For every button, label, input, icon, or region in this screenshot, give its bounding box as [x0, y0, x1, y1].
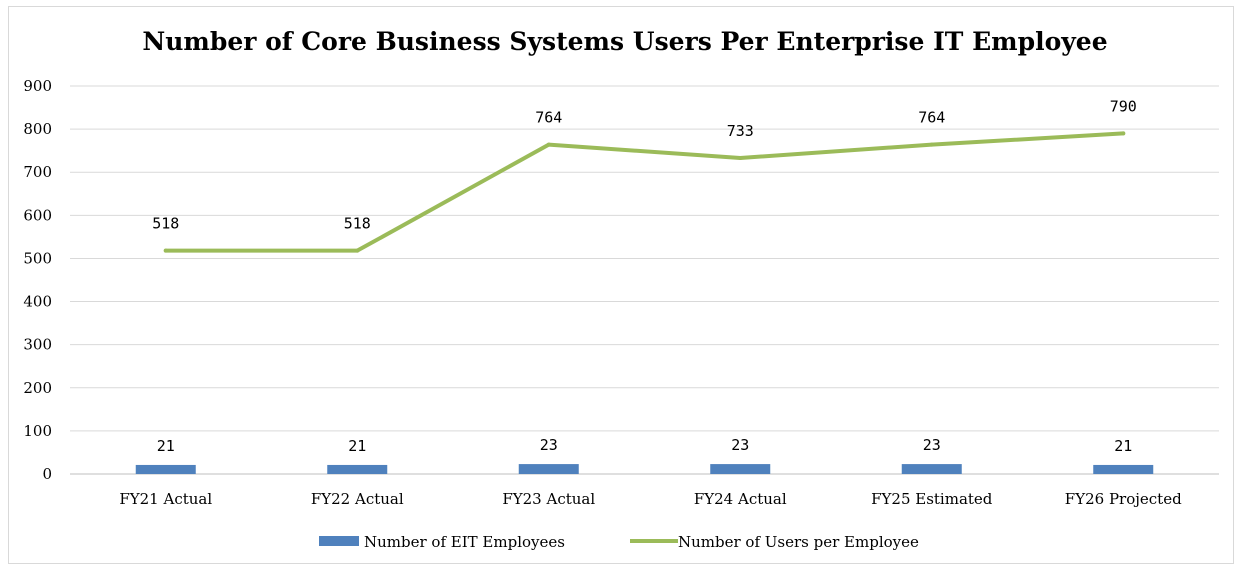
bar-data-label: 21 — [348, 437, 366, 455]
legend-swatch-employees — [319, 536, 359, 546]
bar — [327, 464, 388, 474]
line-data-label: 518 — [344, 215, 371, 233]
line-point — [1121, 131, 1126, 136]
bar-data-label: 23 — [540, 436, 558, 454]
line-data-label: 790 — [1110, 97, 1137, 115]
line-series: 518 518 764 733 764 790 — [152, 97, 1137, 253]
bar — [901, 464, 962, 474]
y-tick-label: 300 — [23, 336, 52, 354]
line-data-label: 764 — [918, 109, 945, 127]
line-point — [738, 155, 743, 160]
chart-title: Number of Core Business Systems Users Pe… — [142, 27, 1107, 56]
line-point — [355, 248, 360, 253]
y-tick-label: 0 — [42, 465, 52, 483]
legend-label-users-per-employee: Number of Users per Employee — [678, 533, 919, 551]
y-tick-label: 400 — [23, 293, 52, 311]
y-tick-label: 600 — [23, 206, 52, 224]
legend: Number of EIT Employees Number of Users … — [319, 533, 919, 551]
bar — [135, 464, 196, 474]
line-point — [163, 248, 168, 253]
x-tick-label: FY23 Actual — [502, 490, 595, 508]
series-line — [163, 131, 1126, 253]
x-tick-label: FY26 Projected — [1065, 490, 1182, 508]
bar-series: 21 21 23 23 23 21 — [135, 436, 1154, 474]
line-data-label: 518 — [152, 215, 179, 233]
bar-data-label: 23 — [731, 436, 749, 454]
x-axis: FY21 Actual FY22 Actual FY23 Actual FY24 Ac… — [119, 490, 1182, 508]
line-point — [929, 142, 934, 147]
line-point — [546, 142, 551, 147]
y-tick-label: 800 — [23, 120, 52, 138]
y-tick-label: 100 — [23, 422, 52, 440]
y-axis: 0 100 200 300 400 500 600 700 800 900 — [23, 77, 52, 483]
bar-data-label: 23 — [923, 436, 941, 454]
line-data-label: 764 — [535, 109, 562, 127]
x-tick-label: FY24 Actual — [694, 490, 787, 508]
legend-label-employees: Number of EIT Employees — [364, 533, 565, 551]
x-tick-label: FY25 Estimated — [871, 490, 993, 508]
line-data-label: 733 — [727, 122, 754, 140]
bar-data-label: 21 — [157, 437, 175, 455]
gridlines — [70, 85, 1219, 475]
x-tick-label: FY22 Actual — [311, 490, 404, 508]
x-tick-label: FY21 Actual — [119, 490, 212, 508]
bar-data-label: 21 — [1114, 437, 1132, 455]
bar — [518, 464, 579, 474]
y-tick-label: 900 — [23, 77, 52, 95]
chart-frame — [8, 6, 1234, 564]
y-tick-label: 700 — [23, 163, 52, 181]
y-tick-label: 500 — [23, 249, 52, 267]
y-tick-label: 200 — [23, 379, 52, 397]
bar — [1093, 464, 1154, 474]
bar — [710, 464, 771, 474]
